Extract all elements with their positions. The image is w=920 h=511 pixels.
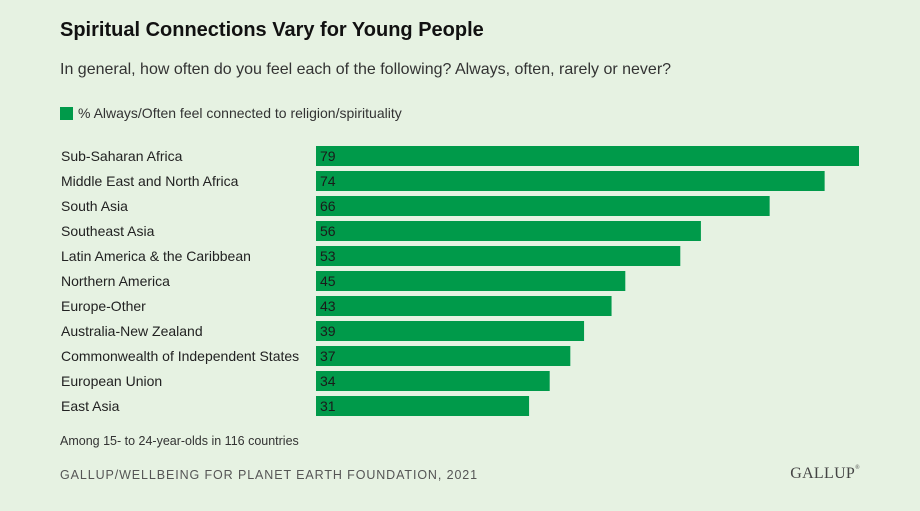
chart-title: Spiritual Connections Vary for Young Peo… [60, 19, 484, 41]
category-label: Commonwealth of Independent States [61, 348, 299, 364]
data-label: 45 [320, 273, 336, 289]
bar [316, 271, 626, 291]
category-label: Europe-Other [61, 298, 146, 314]
category-label: Southeast Asia [61, 223, 155, 239]
bar-row: Sub-Saharan Africa 79 [61, 146, 859, 166]
bar-row: Middle East and North Africa 74 [61, 171, 825, 191]
data-label: 39 [320, 323, 336, 339]
bar-row: Latin America & the Caribbean 53 [61, 246, 681, 266]
data-label: 31 [320, 398, 336, 414]
bar [316, 371, 550, 391]
bar [316, 146, 859, 166]
category-label: East Asia [61, 398, 120, 414]
bar-row: East Asia 31 [61, 396, 530, 416]
chart-legend: % Always/Often feel connected to religio… [60, 105, 402, 121]
data-label: 37 [320, 348, 336, 364]
bar-row: Europe-Other 43 [61, 296, 612, 316]
bar-chart: Sub-Saharan Africa 79 Middle East and Nort… [61, 146, 859, 416]
legend-swatch [60, 106, 73, 120]
category-label: Middle East and North Africa [61, 173, 239, 189]
data-label: 66 [320, 198, 336, 214]
data-label: 53 [320, 248, 336, 264]
chart-subtitle: In general, how often do you feel each o… [60, 61, 672, 78]
data-label: 43 [320, 298, 336, 314]
bar-row: Australia-New Zealand 39 [61, 321, 585, 341]
bar [316, 196, 770, 216]
data-label: 79 [320, 148, 336, 164]
bar-row: European Union 34 [61, 371, 550, 391]
bar [316, 396, 530, 416]
bar [316, 321, 585, 341]
chart-source: GALLUP/WELLBEING FOR PLANET EARTH FOUNDA… [60, 468, 479, 482]
bar-row: Northern America 45 [61, 271, 626, 291]
bar [316, 221, 701, 241]
chart-note: Among 15- to 24-year-olds in 116 countri… [60, 434, 299, 448]
data-label: 56 [320, 223, 336, 239]
bar [316, 346, 571, 366]
bar [316, 296, 612, 316]
data-label: 34 [320, 373, 336, 389]
category-label: South Asia [61, 198, 128, 214]
data-label: 74 [320, 173, 336, 189]
category-label: Latin America & the Caribbean [61, 248, 251, 264]
category-label: Northern America [61, 273, 170, 289]
category-label: Australia-New Zealand [61, 323, 203, 339]
bar-row: South Asia 66 [61, 196, 770, 216]
legend-label: % Always/Often feel connected to religio… [78, 105, 402, 121]
bar-row: Southeast Asia 56 [61, 221, 701, 241]
bar [316, 246, 681, 266]
category-label: European Union [61, 373, 162, 389]
bar [316, 171, 825, 191]
gallup-logo: GALLUP® [790, 465, 860, 482]
category-label: Sub-Saharan Africa [61, 148, 183, 164]
logo-text: GALLUP [790, 465, 856, 482]
bar-row: Commonwealth of Independent States 37 [61, 346, 571, 366]
